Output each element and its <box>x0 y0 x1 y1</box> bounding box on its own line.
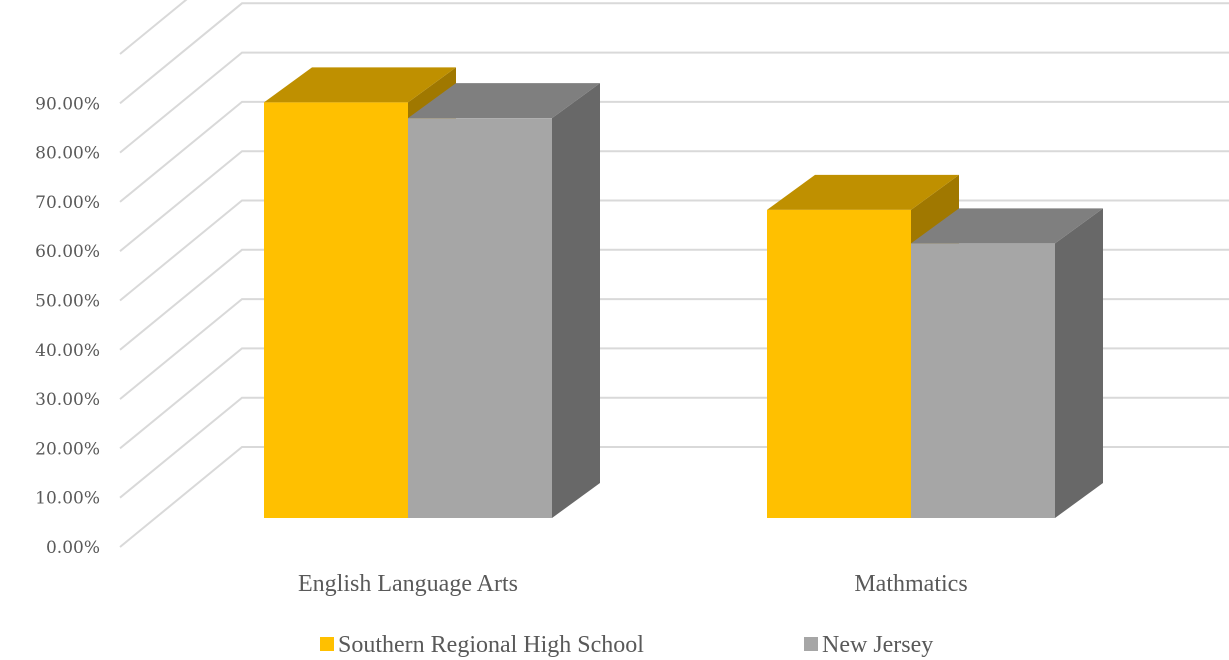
legend-label: Southern Regional High School <box>338 632 644 658</box>
y-tick-label: 0.00% <box>46 538 100 558</box>
bar-front <box>264 102 408 518</box>
legend-item: Southern Regional High School <box>320 632 644 658</box>
gridline <box>119 0 188 55</box>
y-tick-label: 60.00% <box>35 242 100 262</box>
chart-gridlines <box>119 0 1229 548</box>
y-tick-label: 50.00% <box>35 292 100 312</box>
y-tick-label: 30.00% <box>35 390 100 410</box>
legend-label: New Jersey <box>822 632 933 658</box>
x-category-label: English Language Arts <box>298 571 518 597</box>
legend-item: New Jersey <box>804 632 933 658</box>
x-axis: English Language Arts Mathmatics <box>298 571 968 597</box>
gridline <box>119 51 1229 154</box>
y-tick-label: 80.00% <box>35 144 100 164</box>
y-tick-label: 20.00% <box>35 439 100 459</box>
legend-swatch <box>320 637 334 651</box>
y-tick-label: 40.00% <box>35 341 100 361</box>
gridline <box>119 100 1229 203</box>
bar-front <box>767 209 911 518</box>
legend-swatch <box>804 637 818 651</box>
bar-side <box>1055 208 1103 519</box>
bar-front <box>408 118 552 518</box>
gridline <box>119 150 1229 252</box>
bar-top <box>408 83 600 119</box>
bar-top <box>264 67 456 103</box>
bar-top <box>911 208 1103 244</box>
bar-front <box>911 243 1055 519</box>
x-category-label: Mathmatics <box>854 571 967 597</box>
y-tick-label: 90.00% <box>35 94 100 114</box>
y-tick-label: 10.00% <box>35 489 100 509</box>
gridline <box>119 2 1229 105</box>
y-axis: 0.00% 10.00% 20.00% 30.00% 40.00% 50.00% 60.00… <box>35 94 100 558</box>
chart-bars <box>264 67 1103 519</box>
bar <box>408 83 600 518</box>
bar-top <box>767 174 959 210</box>
bar <box>911 208 1103 519</box>
bar <box>767 174 959 518</box>
y-tick-label: 70.00% <box>35 193 100 213</box>
legend: Southern Regional High School New Jersey <box>320 632 933 658</box>
bar-side <box>552 83 600 518</box>
